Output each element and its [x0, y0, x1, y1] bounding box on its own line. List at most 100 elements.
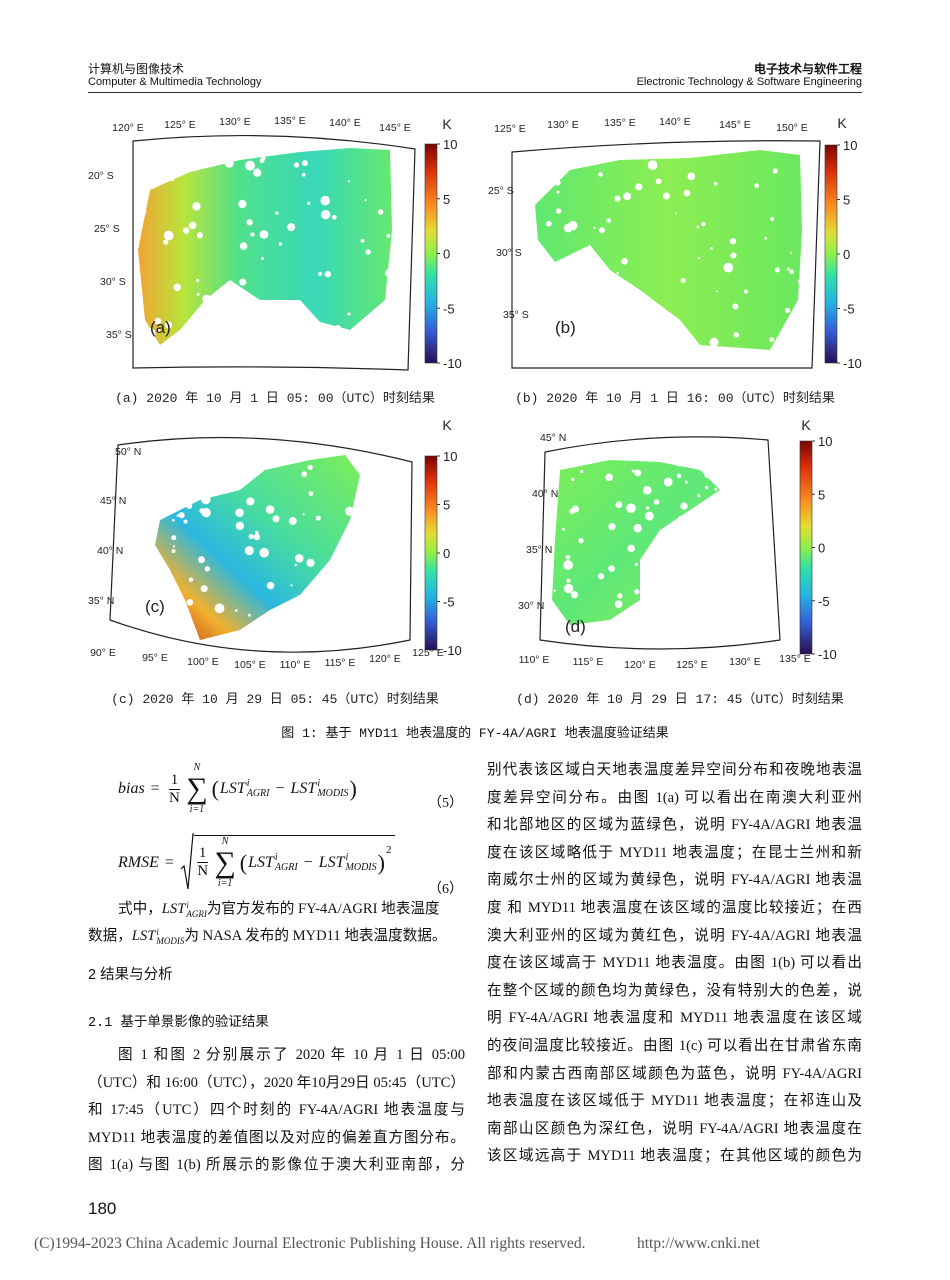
colorbar-tick-label: 5: [443, 498, 450, 513]
no-data: [594, 295, 600, 301]
no-data: [246, 497, 255, 506]
no-data: [297, 595, 301, 599]
no-data: [571, 505, 580, 513]
header-right-en: Electronic Technology & Software Enginee…: [636, 76, 862, 88]
no-data: [655, 178, 662, 185]
lat-label: 40° N: [532, 488, 558, 500]
map-panel: 110° E 115° E 120° E 125° E 130° E 135° E 45° …: [518, 417, 837, 671]
no-data: [275, 211, 279, 215]
no-data: [701, 221, 706, 227]
no-data: [182, 227, 190, 234]
sum-top: N: [193, 762, 201, 773]
no-data: [235, 508, 244, 518]
fraction-den: N: [197, 863, 209, 879]
paren: ): [377, 849, 385, 875]
no-data: [674, 211, 677, 215]
text-line: 图 1(a) 与图 1(b) 所展示的影像位于澳大利亚南部，分: [88, 1157, 465, 1174]
no-data: [622, 154, 625, 157]
colorbar-tick-label: 10: [443, 137, 457, 152]
no-data: [732, 303, 739, 310]
sup: i: [156, 926, 159, 937]
figure: 120° E 125° E 130° E 135° E 140° E 145° E 20° …: [88, 115, 862, 707]
sup: i: [345, 851, 349, 863]
no-data: [293, 162, 300, 168]
no-data: [617, 593, 623, 599]
no-data: [621, 258, 628, 265]
lon-label: 130° E: [547, 119, 579, 131]
no-data: [614, 600, 623, 609]
no-data: [626, 503, 636, 513]
radical: [180, 833, 194, 890]
no-data: [605, 473, 613, 482]
map-area: [532, 146, 805, 350]
no-data: [633, 524, 642, 533]
panel-caption: (a) 2020 年 10 月 1 日 05: 00（UTC）时刻结果: [115, 391, 435, 406]
no-data: [186, 598, 194, 606]
text-line: 和 17:45（UTC）四个时刻的 FY-4A/AGRI 地表温度与: [88, 1102, 465, 1119]
no-data: [320, 209, 331, 220]
no-data: [172, 545, 176, 548]
power: 2: [385, 843, 392, 856]
no-data: [313, 581, 317, 586]
no-data: [248, 534, 254, 540]
no-data: [743, 289, 749, 294]
no-data: [315, 515, 321, 521]
colorbar: [824, 144, 838, 364]
no-data: [234, 609, 238, 612]
text-line: 在整个区域的颜色均为黄绿色，没有特别大的色差，说: [487, 982, 862, 999]
panel-caption: (d) 2020 年 10 月 29 日 17: 45（UTC）时刻结果: [516, 692, 844, 707]
no-data: [192, 202, 201, 211]
lat-label: 30° S: [496, 247, 522, 259]
no-data: [304, 605, 313, 614]
formula-sum: N ∑ i=1: [186, 762, 207, 816]
minus: −: [275, 780, 285, 797]
no-data: [597, 157, 603, 163]
lat-label: 45° N: [540, 432, 566, 444]
no-data: [608, 522, 616, 531]
panel-label: (b): [555, 318, 576, 337]
sub: AGRI: [274, 861, 298, 873]
no-data: [155, 148, 162, 156]
no-data: [171, 535, 177, 541]
no-data: [183, 519, 188, 524]
lon-label: 125° E: [676, 659, 708, 671]
no-data: [532, 244, 538, 251]
map-frame: [539, 436, 781, 650]
no-data: [238, 199, 247, 209]
lon-label: 115° E: [573, 656, 604, 668]
no-data: [710, 246, 713, 250]
text-line: 明 FY-4A/AGRI 地表温度和 MYD11 地表温度在该区域: [487, 1010, 862, 1027]
formula-eq: =: [164, 854, 174, 871]
text: 数据，: [88, 928, 132, 944]
sup: i: [317, 778, 321, 789]
no-data: [386, 233, 391, 238]
map-area: [547, 460, 720, 625]
lat-label: 30° S: [100, 276, 126, 288]
no-data: [290, 584, 293, 587]
no-data: [156, 486, 161, 491]
no-data: [260, 322, 269, 331]
no-data: [301, 471, 308, 477]
text: 式中，: [118, 901, 162, 917]
colorbar-tick-label: 5: [843, 193, 850, 208]
no-data: [332, 575, 335, 578]
no-data: [196, 292, 200, 296]
lon-label: 150° E: [776, 122, 808, 134]
no-data: [564, 291, 574, 301]
no-data: [246, 219, 253, 226]
formula-lhs: bias: [118, 780, 145, 797]
text-line: 度在该区域高于 MYD11 地表温度。由图 1(b) 可以看出: [487, 955, 862, 972]
no-data: [163, 239, 169, 245]
map-panel: 120° E 125° E 130° E 135° E 140° E 145° E 20° …: [88, 115, 462, 371]
no-data: [365, 249, 371, 255]
no-data: [198, 556, 205, 564]
no-data: [178, 512, 185, 519]
no-data: [790, 251, 793, 255]
no-data: [653, 499, 660, 505]
colorbar: [799, 440, 813, 655]
sup: i: [274, 851, 278, 863]
no-data: [626, 611, 635, 620]
no-data: [663, 477, 673, 487]
